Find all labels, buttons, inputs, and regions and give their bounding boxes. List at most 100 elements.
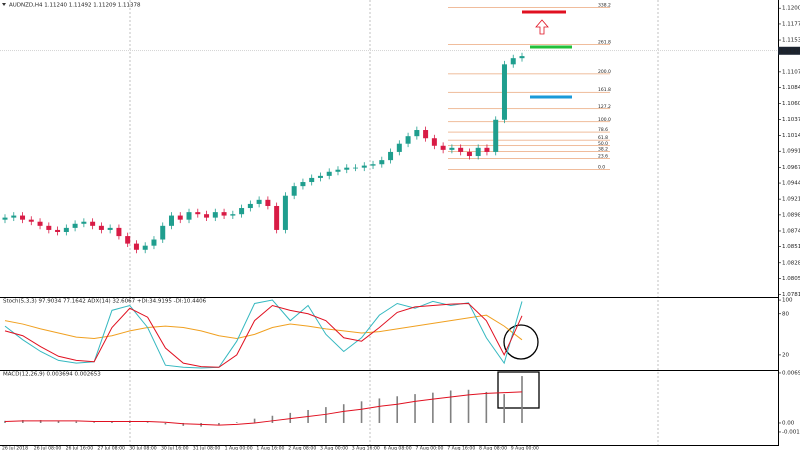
histogram-bar	[449, 390, 452, 423]
y-tick-label: 1.08980	[782, 212, 800, 218]
candle-body	[449, 147, 455, 150]
candle-body	[431, 138, 437, 146]
main-title: AUDNZD,H4 1.11240 1.11492 1.11209 1.1137…	[9, 3, 141, 9]
x-tick-label: 6 Aug 08:00	[384, 446, 412, 450]
candle-body	[212, 212, 218, 218]
candle-body	[28, 219, 34, 222]
candle-body	[256, 199, 262, 204]
candle-body	[265, 199, 271, 206]
candle-body	[414, 130, 420, 137]
candle-body	[317, 175, 323, 178]
fib-label: 338.2	[598, 3, 611, 9]
histogram-bar	[164, 422, 167, 425]
dropdown-icon[interactable]	[2, 3, 6, 6]
histogram-bar	[432, 392, 434, 423]
candle-body	[309, 177, 315, 183]
x-tick-label: 30 Jul 08:00	[129, 446, 157, 450]
signal-line	[4, 391, 523, 426]
indicator-line	[4, 302, 523, 368]
candle-body	[466, 151, 472, 157]
fib-label: 0.0	[598, 165, 605, 171]
y-tick-label: 1.11070	[782, 69, 800, 75]
candle-body	[133, 243, 139, 250]
x-tick-label: 1 Aug 16:00	[256, 446, 284, 450]
candle-body	[221, 212, 227, 216]
candle-body	[2, 217, 8, 220]
histogram-bar	[57, 420, 60, 423]
x-tick-label: 8 Aug 08:00	[479, 446, 507, 450]
candle-body	[519, 56, 525, 59]
candle-body	[11, 215, 17, 218]
candle-body	[458, 147, 464, 152]
histogram-bar	[414, 394, 416, 423]
candle-body	[195, 212, 201, 215]
histogram-bar	[4, 420, 6, 423]
x-tick-label: 26 Jul 2018	[2, 446, 28, 450]
histogram-bar	[271, 415, 274, 423]
candle-body	[46, 225, 52, 230]
candle-body	[239, 208, 245, 215]
histogram-bar	[503, 394, 505, 423]
y-tick-label: 1.09210	[782, 197, 800, 203]
x-tick-label: 2 Aug 08:00	[288, 446, 316, 450]
histogram-bar	[253, 418, 256, 423]
y-tick-label: 1.08050	[782, 276, 800, 282]
indicator-line	[4, 314, 523, 341]
y-tick-label: 1.08745	[782, 228, 800, 234]
y-tick-label: 1.12000	[782, 6, 800, 12]
y-tick-label: 80	[782, 311, 789, 317]
fib-label: 23.6	[598, 153, 608, 159]
histogram-bar	[360, 401, 363, 423]
candle-body	[282, 195, 288, 230]
fib-label: 161.8	[598, 87, 611, 93]
y-tick-label: 1.09445	[782, 181, 800, 187]
candle-body	[361, 165, 367, 168]
candle-body	[501, 64, 507, 120]
candle-body	[353, 167, 359, 169]
candle-body	[388, 151, 394, 161]
y-tick-label: 1.10605	[782, 101, 800, 107]
candle-body	[510, 58, 516, 65]
candle-body	[90, 221, 96, 226]
fib-label: 50.0	[598, 141, 608, 147]
candle-body	[344, 167, 350, 170]
y-tick-label: -0.001244	[782, 429, 800, 435]
current-price-box	[778, 46, 800, 55]
arrow	[535, 19, 549, 35]
x-tick-label: 27 Jul 08:00	[97, 446, 125, 450]
histogram-bar	[39, 420, 42, 423]
y-tick-label: 1.10375	[782, 117, 800, 123]
highlight-circle	[503, 324, 539, 360]
x-tick-label: 3 Aug 16:00	[352, 446, 380, 450]
x-tick-label: 9 Aug 00:00	[511, 446, 539, 450]
candle-body	[107, 227, 113, 230]
current-price-label: 1.11378	[780, 48, 800, 54]
histogram-bar	[325, 407, 327, 423]
candle-body	[20, 215, 26, 220]
fib-label: 261.8	[598, 39, 611, 45]
histogram-bar	[182, 422, 185, 426]
candle-body	[247, 203, 253, 209]
candle-body	[370, 164, 376, 166]
candle-body	[379, 160, 385, 165]
y-tick-label: 1.11770	[782, 21, 800, 27]
candle-body	[72, 223, 78, 228]
y-tick-label: 20	[782, 352, 789, 358]
histogram-bar	[485, 391, 488, 423]
candle-body	[423, 130, 429, 139]
candle-body	[160, 225, 166, 240]
candle-body	[493, 119, 499, 152]
candle-body	[475, 147, 481, 157]
histogram-bar	[146, 422, 149, 423]
fib-label: 38.2	[598, 146, 608, 152]
candle-body	[177, 215, 183, 220]
candle-body	[125, 236, 131, 244]
candle-body	[335, 169, 341, 172]
y-tick-label: 1.08280	[782, 260, 800, 266]
candle-body	[396, 143, 402, 152]
y-tick-label: 1.07815	[782, 292, 800, 298]
y-tick-label: 1.08515	[782, 244, 800, 250]
histogram-bar	[378, 398, 381, 423]
fib-label: 100.0	[598, 117, 611, 123]
